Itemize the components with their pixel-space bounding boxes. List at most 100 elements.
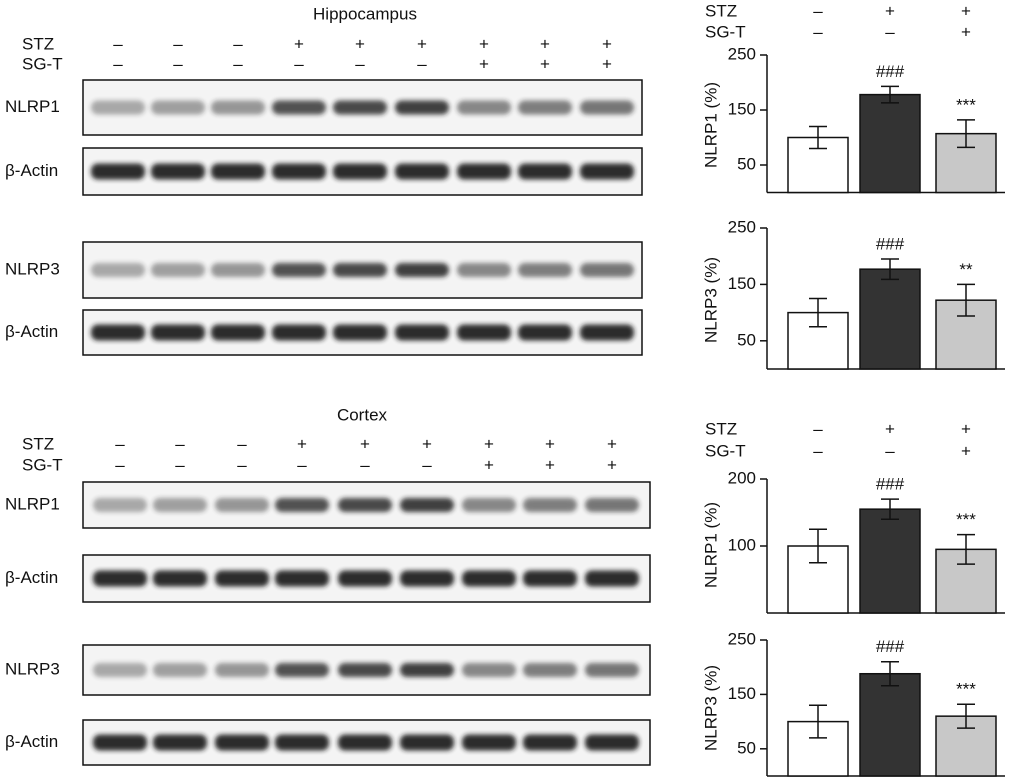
significance-label: ###	[876, 475, 905, 494]
condition-sign: –	[885, 22, 895, 41]
y-axis-label: NLRP1 (%)	[701, 82, 720, 168]
band	[395, 263, 449, 277]
band	[93, 498, 147, 512]
condition-sign: +	[479, 34, 489, 53]
significance-label: ***	[956, 680, 976, 699]
y-tick-label: 50	[737, 738, 756, 757]
significance-label: **	[959, 260, 973, 279]
band	[523, 498, 577, 512]
error-bar	[881, 498, 899, 520]
row-label: β-Actin	[5, 732, 58, 751]
condition-sign: +	[417, 34, 427, 53]
condition-sign: +	[479, 54, 489, 73]
band	[272, 163, 326, 180]
band	[91, 324, 145, 341]
band	[457, 163, 511, 180]
error-bar	[809, 704, 827, 739]
band	[338, 570, 392, 587]
y-tick-label: 250	[728, 217, 756, 236]
band	[457, 324, 511, 341]
error-bar	[957, 119, 975, 149]
band	[585, 570, 639, 587]
condition-sign: +	[540, 34, 550, 53]
band	[400, 663, 454, 677]
condition-sign: –	[175, 434, 185, 453]
condition-sign: +	[484, 455, 494, 474]
band	[215, 663, 269, 677]
condition-sign: –	[233, 54, 243, 73]
condition-sign: +	[885, 419, 895, 438]
y-tick-label: 50	[737, 330, 756, 349]
band	[211, 100, 265, 115]
row-label: NLRP1	[5, 494, 60, 513]
condition-sign: +	[602, 54, 612, 73]
condition-sign: –	[360, 455, 370, 474]
band	[93, 734, 147, 751]
band	[153, 734, 207, 751]
condition-sign: +	[607, 434, 617, 453]
band	[338, 734, 392, 751]
band	[153, 498, 207, 512]
y-axis-label: NLRP3 (%)	[701, 665, 720, 751]
y-tick-label: 150	[728, 274, 756, 293]
bar	[859, 508, 921, 614]
y-axis-label: NLRP3 (%)	[701, 257, 720, 343]
band	[333, 163, 387, 180]
significance-label: ###	[876, 637, 905, 656]
condition-sign: –	[115, 455, 125, 474]
error-bar	[809, 125, 827, 150]
condition-sign: +	[355, 34, 365, 53]
condition-sign: –	[175, 455, 185, 474]
bar	[859, 672, 921, 777]
condition-label: STZ	[705, 1, 737, 20]
error-bar	[881, 85, 899, 104]
band	[395, 100, 449, 115]
condition-sign: –	[813, 441, 823, 460]
band	[518, 263, 572, 277]
band	[272, 263, 326, 277]
band	[211, 163, 265, 180]
error-bar	[881, 661, 899, 687]
row-label: β-Actin	[5, 161, 58, 180]
condition-sign: –	[173, 54, 183, 73]
band	[91, 100, 145, 115]
significance-label: ###	[876, 62, 905, 81]
band	[395, 324, 449, 341]
y-tick-label: 150	[728, 99, 756, 118]
condition-sign: +	[961, 441, 971, 460]
condition-sign: +	[297, 434, 307, 453]
band	[91, 263, 145, 277]
band	[462, 734, 516, 751]
band	[457, 263, 511, 277]
error-bar	[809, 528, 827, 564]
band	[93, 663, 147, 677]
band	[211, 324, 265, 341]
band	[275, 734, 329, 751]
condition-sign: –	[417, 54, 427, 73]
condition-sign: +	[961, 1, 971, 20]
condition-sign: +	[885, 1, 895, 20]
band	[151, 263, 205, 277]
condition-sign: –	[233, 34, 243, 53]
condition-sign: –	[813, 1, 823, 20]
band	[523, 570, 577, 587]
band	[523, 663, 577, 677]
band	[338, 663, 392, 677]
band	[275, 663, 329, 677]
condition-sign: +	[484, 434, 494, 453]
band	[93, 570, 147, 587]
band	[215, 498, 269, 512]
y-tick-label: 200	[728, 468, 756, 487]
band	[580, 263, 634, 277]
band	[151, 163, 205, 180]
condition-label: STZ	[22, 434, 54, 453]
row-label: NLRP3	[5, 659, 60, 678]
condition-sign: –	[294, 54, 304, 73]
condition-sign: –	[237, 434, 247, 453]
condition-label: SG-T	[22, 455, 63, 474]
condition-sign: –	[237, 455, 247, 474]
band	[400, 570, 454, 587]
error-bar	[957, 283, 975, 317]
condition-sign: +	[545, 455, 555, 474]
